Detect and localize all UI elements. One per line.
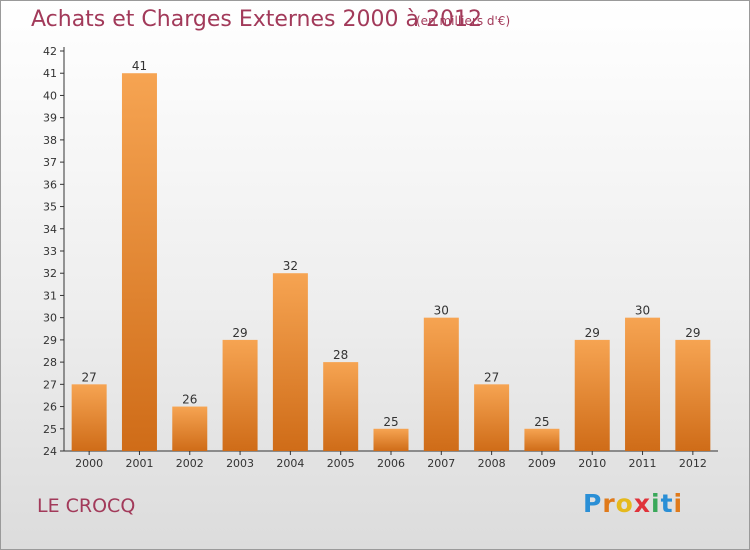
logo-letter: P (583, 489, 603, 518)
x-tick-label: 2004 (276, 457, 304, 470)
x-tick-label: 2009 (528, 457, 556, 470)
bar-value-label: 25 (534, 415, 549, 429)
bar-2008 (474, 384, 510, 451)
bar-2005 (323, 362, 359, 451)
logo-letter: o (615, 489, 634, 518)
logo-letter: x (633, 489, 651, 518)
bar-2010 (574, 339, 610, 451)
x-tick-label: 2012 (679, 457, 707, 470)
y-tick-label: 39 (43, 112, 57, 125)
logo-letter: t (660, 489, 674, 518)
proxiti-logo: Proxiti (583, 489, 683, 518)
y-tick-label: 42 (43, 45, 57, 58)
y-tick-label: 31 (43, 289, 57, 302)
x-tick-label: 2010 (578, 457, 606, 470)
bar-value-label: 30 (434, 304, 449, 318)
x-tick-label: 2006 (377, 457, 405, 470)
y-tick-label: 29 (43, 334, 57, 347)
y-tick-label: 27 (43, 378, 57, 391)
y-tick-label: 41 (43, 67, 57, 80)
bar-2004 (272, 273, 308, 451)
chart-title: Achats et Charges Externes 2000 à 2012 (31, 7, 482, 32)
x-tick-label: 2002 (176, 457, 204, 470)
bar-2003 (222, 339, 258, 451)
y-tick-label: 37 (43, 156, 57, 169)
x-tick-label: 2007 (427, 457, 455, 470)
x-tick-label: 2008 (478, 457, 506, 470)
bar-value-label: 32 (283, 259, 298, 273)
bar-chart: 24 25 26 27 28 29 30 31 32 33 34 35 36 37 38 39 40 41 42 27… (43, 45, 718, 470)
bar-value-label: 29 (232, 326, 247, 340)
bar-value-label: 27 (82, 370, 97, 384)
x-tick-label: 2001 (125, 457, 153, 470)
y-tick-label: 25 (43, 423, 57, 436)
bar-value-label: 26 (182, 393, 197, 407)
bar-value-label: 25 (383, 415, 398, 429)
bar-2009 (524, 428, 560, 451)
bar-value-label: 29 (585, 326, 600, 340)
chart-subtitle: (en milliers d'€) (416, 14, 511, 28)
bar-2011 (625, 317, 661, 451)
y-tick-label: 36 (43, 178, 57, 191)
bar-2002 (172, 406, 208, 451)
commune-name: LE CROCQ (37, 495, 136, 517)
bar-value-label: 28 (333, 348, 348, 362)
y-tick-label: 33 (43, 245, 57, 258)
x-tick-label: 2000 (75, 457, 103, 470)
y-tick-label: 35 (43, 201, 57, 214)
x-tick-label: 2005 (327, 457, 355, 470)
y-tick-label: 30 (43, 312, 57, 325)
y-tick-label: 32 (43, 267, 57, 280)
y-tick-label: 26 (43, 401, 57, 414)
bar-value-label: 27 (484, 370, 499, 384)
y-tick-label: 38 (43, 134, 57, 147)
bar-value-label: 30 (635, 304, 650, 318)
logo-letter: r (602, 489, 616, 518)
y-tick-label: 34 (43, 223, 57, 236)
bar-2006 (373, 428, 409, 451)
bar-2000 (71, 384, 107, 451)
bar-value-label: 29 (685, 326, 700, 340)
bar-2001 (121, 73, 157, 451)
x-tick-label: 2003 (226, 457, 254, 470)
y-tick-label: 24 (43, 445, 57, 458)
logo-letter: i (673, 489, 684, 518)
x-tick-label: 2011 (629, 457, 657, 470)
y-tick-label: 40 (43, 89, 57, 102)
bar-2012 (675, 339, 711, 451)
bar-value-label: 41 (132, 59, 147, 73)
bar-2007 (423, 317, 459, 451)
y-tick-label: 28 (43, 356, 57, 369)
logo-letter: i (651, 489, 661, 518)
